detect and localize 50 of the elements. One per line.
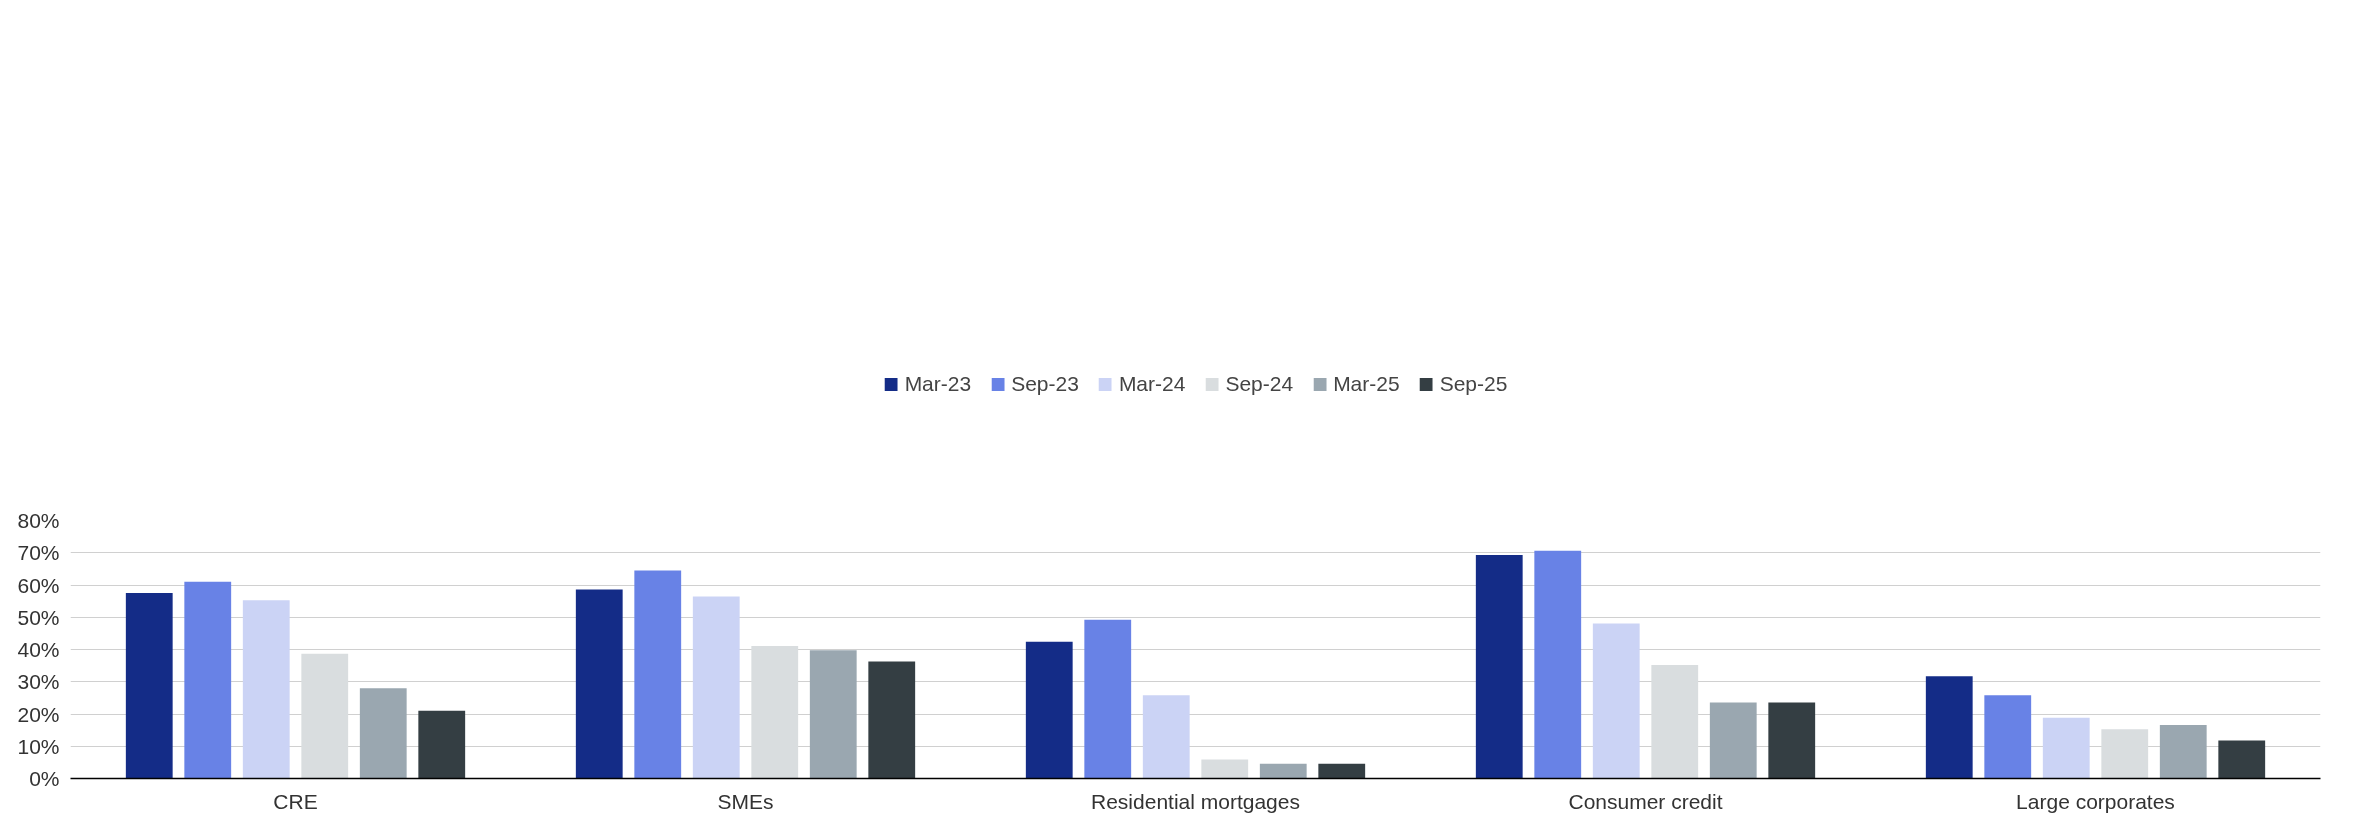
legend-label: Sep-25 <box>1439 372 1508 396</box>
bar <box>1318 763 1366 779</box>
legend-label: Mar-24 <box>1118 372 1186 396</box>
bar <box>242 600 290 779</box>
bar <box>1651 664 1699 779</box>
bar <box>634 570 682 779</box>
bar <box>751 645 799 779</box>
y-tick-label: 0% <box>29 767 60 790</box>
bar <box>1084 619 1132 779</box>
y-tick-label: 20% <box>17 702 60 726</box>
bar <box>2101 729 2149 779</box>
x-tick-label: Consumer credit <box>1568 789 1723 813</box>
y-tick-label: 60% <box>17 573 60 597</box>
bar <box>1984 695 2032 779</box>
bar <box>868 661 916 779</box>
legend-label: Mar-25 <box>1333 372 1400 396</box>
y-tick-label: 30% <box>17 670 60 694</box>
bar <box>2218 740 2266 779</box>
bar <box>1201 759 1249 779</box>
y-tick-label: 40% <box>17 638 60 661</box>
y-tick-label: 50% <box>17 605 60 629</box>
bar <box>184 581 232 779</box>
x-tick-label: Residential mortgages <box>1091 789 1300 813</box>
y-tick-label: 70% <box>17 541 60 565</box>
bar <box>2042 717 2090 779</box>
legend-label: Sep-24 <box>1225 372 1294 396</box>
bar <box>1768 702 1816 779</box>
legend-label: Sep-23 <box>1011 372 1079 396</box>
bar <box>125 593 173 779</box>
x-tick-label: SMEs <box>717 789 774 813</box>
bar <box>1925 676 1973 779</box>
bar <box>692 596 740 779</box>
bar <box>1709 702 1757 779</box>
y-tick-label: 10% <box>17 734 60 758</box>
bar <box>1475 555 1523 779</box>
bar <box>359 688 407 779</box>
bar <box>809 650 857 779</box>
bar <box>1534 550 1582 779</box>
bar <box>1025 641 1073 779</box>
x-tick-label: Large corporates <box>2016 789 2175 813</box>
bar <box>1259 763 1307 779</box>
x-tick-label: CRE <box>273 789 318 813</box>
y-tick-label: 80% <box>17 509 60 532</box>
bar <box>575 589 623 779</box>
bar <box>418 710 466 779</box>
legend-label: Mar-23 <box>904 372 972 396</box>
bar <box>1592 623 1640 779</box>
bar <box>301 653 349 779</box>
bar <box>2159 724 2207 779</box>
bar <box>1142 695 1190 779</box>
